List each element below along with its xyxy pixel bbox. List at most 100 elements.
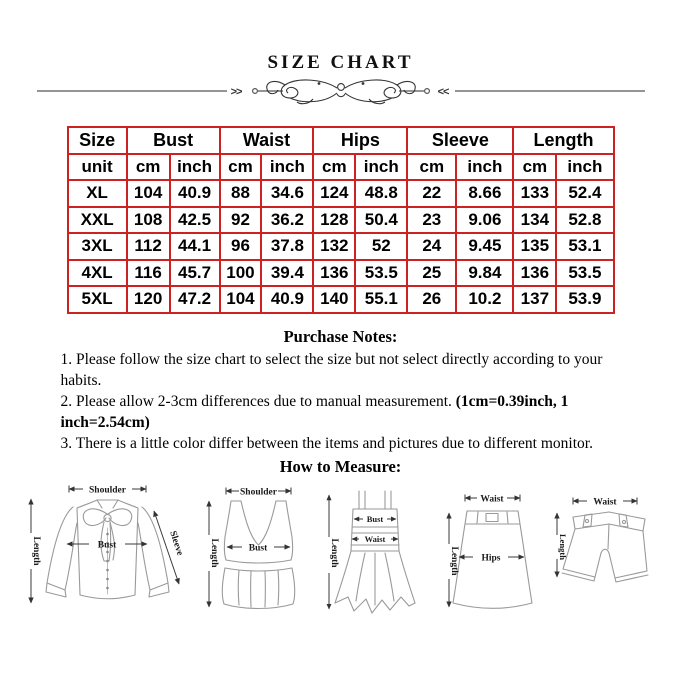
vest-length-label: Length bbox=[209, 538, 219, 568]
dress-bust-label: Bust bbox=[366, 514, 383, 524]
value-cell: 40.9 bbox=[168, 179, 221, 208]
unit-cell: inch bbox=[455, 152, 515, 181]
value-cell: 26 bbox=[406, 285, 458, 314]
value-cell: 96 bbox=[218, 232, 263, 261]
value-cell: 50.4 bbox=[354, 205, 409, 234]
unit-cell: inch bbox=[260, 152, 315, 181]
value-cell: 128 bbox=[312, 205, 357, 234]
value-cell: 108 bbox=[125, 205, 171, 234]
table-header-row: Size Bust Waist Hips Sleeve Length bbox=[66, 126, 615, 155]
value-cell: 136 bbox=[512, 258, 558, 287]
vest-shoulder-label: Shoulder bbox=[240, 487, 278, 497]
header-hips: Hips bbox=[312, 126, 409, 155]
skirt-waist-label: Waist bbox=[480, 494, 504, 504]
value-cell: 9.84 bbox=[455, 258, 515, 287]
divider-left-arrows: >> bbox=[230, 86, 241, 98]
unit-cell: inch bbox=[555, 152, 615, 181]
table-row: 5XL 120 47.2 104 40.9 140 55.1 26 10.2 1… bbox=[66, 285, 615, 314]
value-cell: 135 bbox=[512, 232, 558, 261]
header-bust: Bust bbox=[125, 126, 221, 155]
value-cell: 52.8 bbox=[555, 205, 615, 234]
value-cell: 52 bbox=[354, 232, 409, 261]
value-cell: 52.4 bbox=[555, 179, 615, 208]
value-cell: 53.5 bbox=[354, 258, 409, 287]
unit-cell: inch bbox=[168, 152, 221, 181]
header-sleeve: Sleeve bbox=[406, 126, 515, 155]
how-to-measure-heading: How to Measure: bbox=[279, 456, 402, 476]
shorts-diagram-icon: Waist Length bbox=[553, 497, 649, 583]
unit-cell: cm bbox=[218, 152, 263, 181]
unit-cell: inch bbox=[354, 152, 409, 181]
note-2-text: 2. Please allow 2-3cm differences due to… bbox=[60, 392, 456, 410]
unit-cell: cm bbox=[512, 152, 558, 181]
table-row: 3XL 112 44.1 96 37.8 132 52 24 9.45 135 … bbox=[66, 232, 615, 261]
flourish-divider-icon: >> << bbox=[36, 79, 645, 105]
note-3: 3. There is a little color differ betwee… bbox=[60, 434, 593, 452]
value-cell: 120 bbox=[125, 285, 171, 314]
blouse-bust-label: Bust bbox=[97, 540, 116, 550]
measure-illustrations: Shoulder Length Bust Sleeve bbox=[21, 481, 661, 617]
value-cell: 40.9 bbox=[260, 285, 315, 314]
unit-cell: cm bbox=[125, 152, 171, 181]
value-cell: 10.2 bbox=[455, 285, 515, 314]
value-cell: 53.9 bbox=[555, 285, 615, 314]
value-cell: 104 bbox=[125, 179, 171, 208]
value-cell: 23 bbox=[406, 205, 458, 234]
blouse-shoulder-label: Shoulder bbox=[89, 485, 127, 495]
value-cell: 134 bbox=[512, 205, 558, 234]
size-chart-table: Size Bust Waist Hips Sleeve Length unit … bbox=[66, 126, 615, 314]
skirt-hips-label: Hips bbox=[481, 553, 500, 563]
value-cell: 39.4 bbox=[260, 258, 315, 287]
value-cell: 22 bbox=[406, 179, 458, 208]
value-cell: 47.2 bbox=[168, 285, 221, 314]
value-cell: 137 bbox=[512, 285, 558, 314]
value-cell: 104 bbox=[218, 285, 263, 314]
skirt-diagram-icon: Waist Length Hips bbox=[445, 494, 533, 609]
purchase-notes: 1. Please follow the size chart to selec… bbox=[61, 349, 621, 454]
blouse-diagram-icon: Shoulder Length Bust Sleeve bbox=[27, 485, 184, 604]
value-cell: 112 bbox=[125, 232, 171, 261]
skirt-length-label: Length bbox=[449, 546, 459, 576]
value-cell: 44.1 bbox=[168, 232, 221, 261]
value-cell: 37.8 bbox=[260, 232, 315, 261]
dress-length-label: Length bbox=[329, 538, 339, 568]
note-2: 2. Please allow 2-3cm differences due to… bbox=[61, 391, 621, 433]
shorts-waist-label: Waist bbox=[593, 497, 617, 507]
value-cell: 45.7 bbox=[168, 258, 221, 287]
table-row: 4XL 116 45.7 100 39.4 136 53.5 25 9.84 1… bbox=[66, 258, 615, 287]
value-cell: 48.8 bbox=[354, 179, 409, 208]
value-cell: 53.1 bbox=[555, 232, 615, 261]
purchase-notes-heading: Purchase Notes: bbox=[283, 326, 398, 346]
header-size: Size bbox=[66, 126, 128, 155]
value-cell: 25 bbox=[406, 258, 458, 287]
value-cell: 8.66 bbox=[455, 179, 515, 208]
value-cell: 133 bbox=[512, 179, 558, 208]
dress-diagram-icon: Length Bust Waist bbox=[325, 490, 416, 614]
value-cell: 124 bbox=[312, 179, 357, 208]
value-cell: 88 bbox=[218, 179, 263, 208]
size-cell: XL bbox=[66, 179, 128, 208]
blouse-sleeve-label: Sleeve bbox=[167, 530, 184, 557]
divider-right-arrows: << bbox=[437, 86, 448, 98]
vest-diagram-icon: Shoulder Length Bust bbox=[205, 487, 295, 609]
unit-cell: unit bbox=[66, 152, 128, 181]
value-cell: 55.1 bbox=[354, 285, 409, 314]
blouse-length-label: Length bbox=[31, 536, 41, 566]
size-cell: 5XL bbox=[66, 285, 128, 314]
value-cell: 92 bbox=[218, 205, 263, 234]
table-row: XL 104 40.9 88 34.6 124 48.8 22 8.66 133… bbox=[66, 179, 615, 208]
value-cell: 132 bbox=[312, 232, 357, 261]
value-cell: 24 bbox=[406, 232, 458, 261]
shorts-length-label: Length bbox=[558, 534, 568, 560]
table-row: XXL 108 42.5 92 36.2 128 50.4 23 9.06 13… bbox=[66, 205, 615, 234]
value-cell: 53.5 bbox=[555, 258, 615, 287]
table-unit-row: unit cm inch cm inch cm inch cm inch cm … bbox=[66, 152, 615, 181]
value-cell: 34.6 bbox=[260, 179, 315, 208]
size-cell: 4XL bbox=[66, 258, 128, 287]
ornamental-divider: >> << bbox=[0, 78, 681, 113]
vest-bust-label: Bust bbox=[248, 543, 267, 553]
header-waist: Waist bbox=[218, 126, 315, 155]
value-cell: 9.45 bbox=[455, 232, 515, 261]
value-cell: 9.06 bbox=[455, 205, 515, 234]
